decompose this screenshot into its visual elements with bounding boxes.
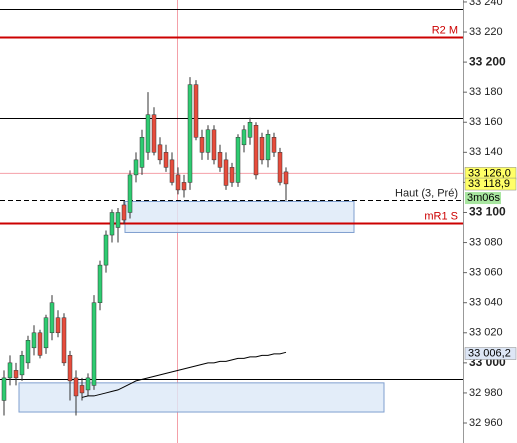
candle-body [139,137,145,168]
candle-body [1,377,7,401]
candle-body [67,355,73,382]
candle-body [37,332,43,356]
candle-body [265,134,271,161]
candle-body [175,174,181,191]
y-tick-label: 33 100 [469,205,506,219]
candle-body [97,264,103,303]
candle-body [7,362,13,379]
candle-body [49,302,55,334]
candle-body [79,385,85,394]
y-tick-label: 33 040 [469,297,503,309]
y-tick-label: 33 240 [469,0,503,8]
y-tick-label: 32 980 [469,387,503,399]
candle-body [61,317,67,364]
candle-body [259,137,265,161]
countdown: 3m06s [467,192,501,204]
candle-body [193,84,199,138]
candle-body [127,174,133,213]
candle-body [151,114,157,153]
candle-body [163,152,169,168]
price-tag [464,347,517,360]
candle-body [241,129,247,146]
candle-body [187,84,193,183]
y-tick-label: 33 060 [469,267,503,279]
candle-body [25,340,31,364]
candle-body [217,152,223,168]
candle-body [199,137,205,153]
candle-body [235,137,241,183]
candle-body [211,129,217,161]
candle-body [253,125,259,176]
candle-body [109,212,115,236]
zone [124,201,355,233]
level-label: mR1 S [424,210,458,222]
y-tick-label: 32 960 [469,417,503,429]
candle-body [19,355,25,376]
candle-body [205,129,211,153]
price-tag [464,177,517,191]
candle-body [91,302,97,386]
candle-body [43,317,49,349]
candle-body [229,167,235,183]
candle-body [271,137,277,153]
candle-body [103,234,109,266]
y-tick-label: 33 220 [469,26,503,38]
y-tick-label: 33 080 [469,236,503,248]
level-label: Haut (3, Pré) [395,187,458,199]
candle-body [157,144,163,161]
candle-body [115,212,121,228]
y-tick-label: 33 160 [469,116,503,128]
candle-body [283,171,289,185]
candle-body [133,159,139,176]
candle-body [121,204,127,221]
candle-body [31,332,37,349]
level-label: R2 M [432,24,458,36]
candle-body [73,377,79,397]
y-tick-label: 33 140 [469,146,503,158]
candle-body [277,152,283,183]
y-tick-label: 33 020 [469,327,503,339]
candle-body [223,159,229,186]
price-tag-label: 33 126,0 [468,167,511,179]
moving-average [81,351,287,398]
price-tag-label: 33 006,2 [468,347,511,359]
candle-body [247,122,253,138]
candle-body [85,377,91,391]
candle-body [181,182,187,191]
candle-body [55,317,61,334]
countdown-box [465,192,501,205]
y-tick-label: 33 200 [469,54,506,68]
price-tag-label: 33 118,9 [468,178,510,190]
candle-body [169,159,175,183]
y-tick-label: 33 180 [469,86,503,98]
candle-body [13,370,19,379]
candle-body [145,114,151,153]
